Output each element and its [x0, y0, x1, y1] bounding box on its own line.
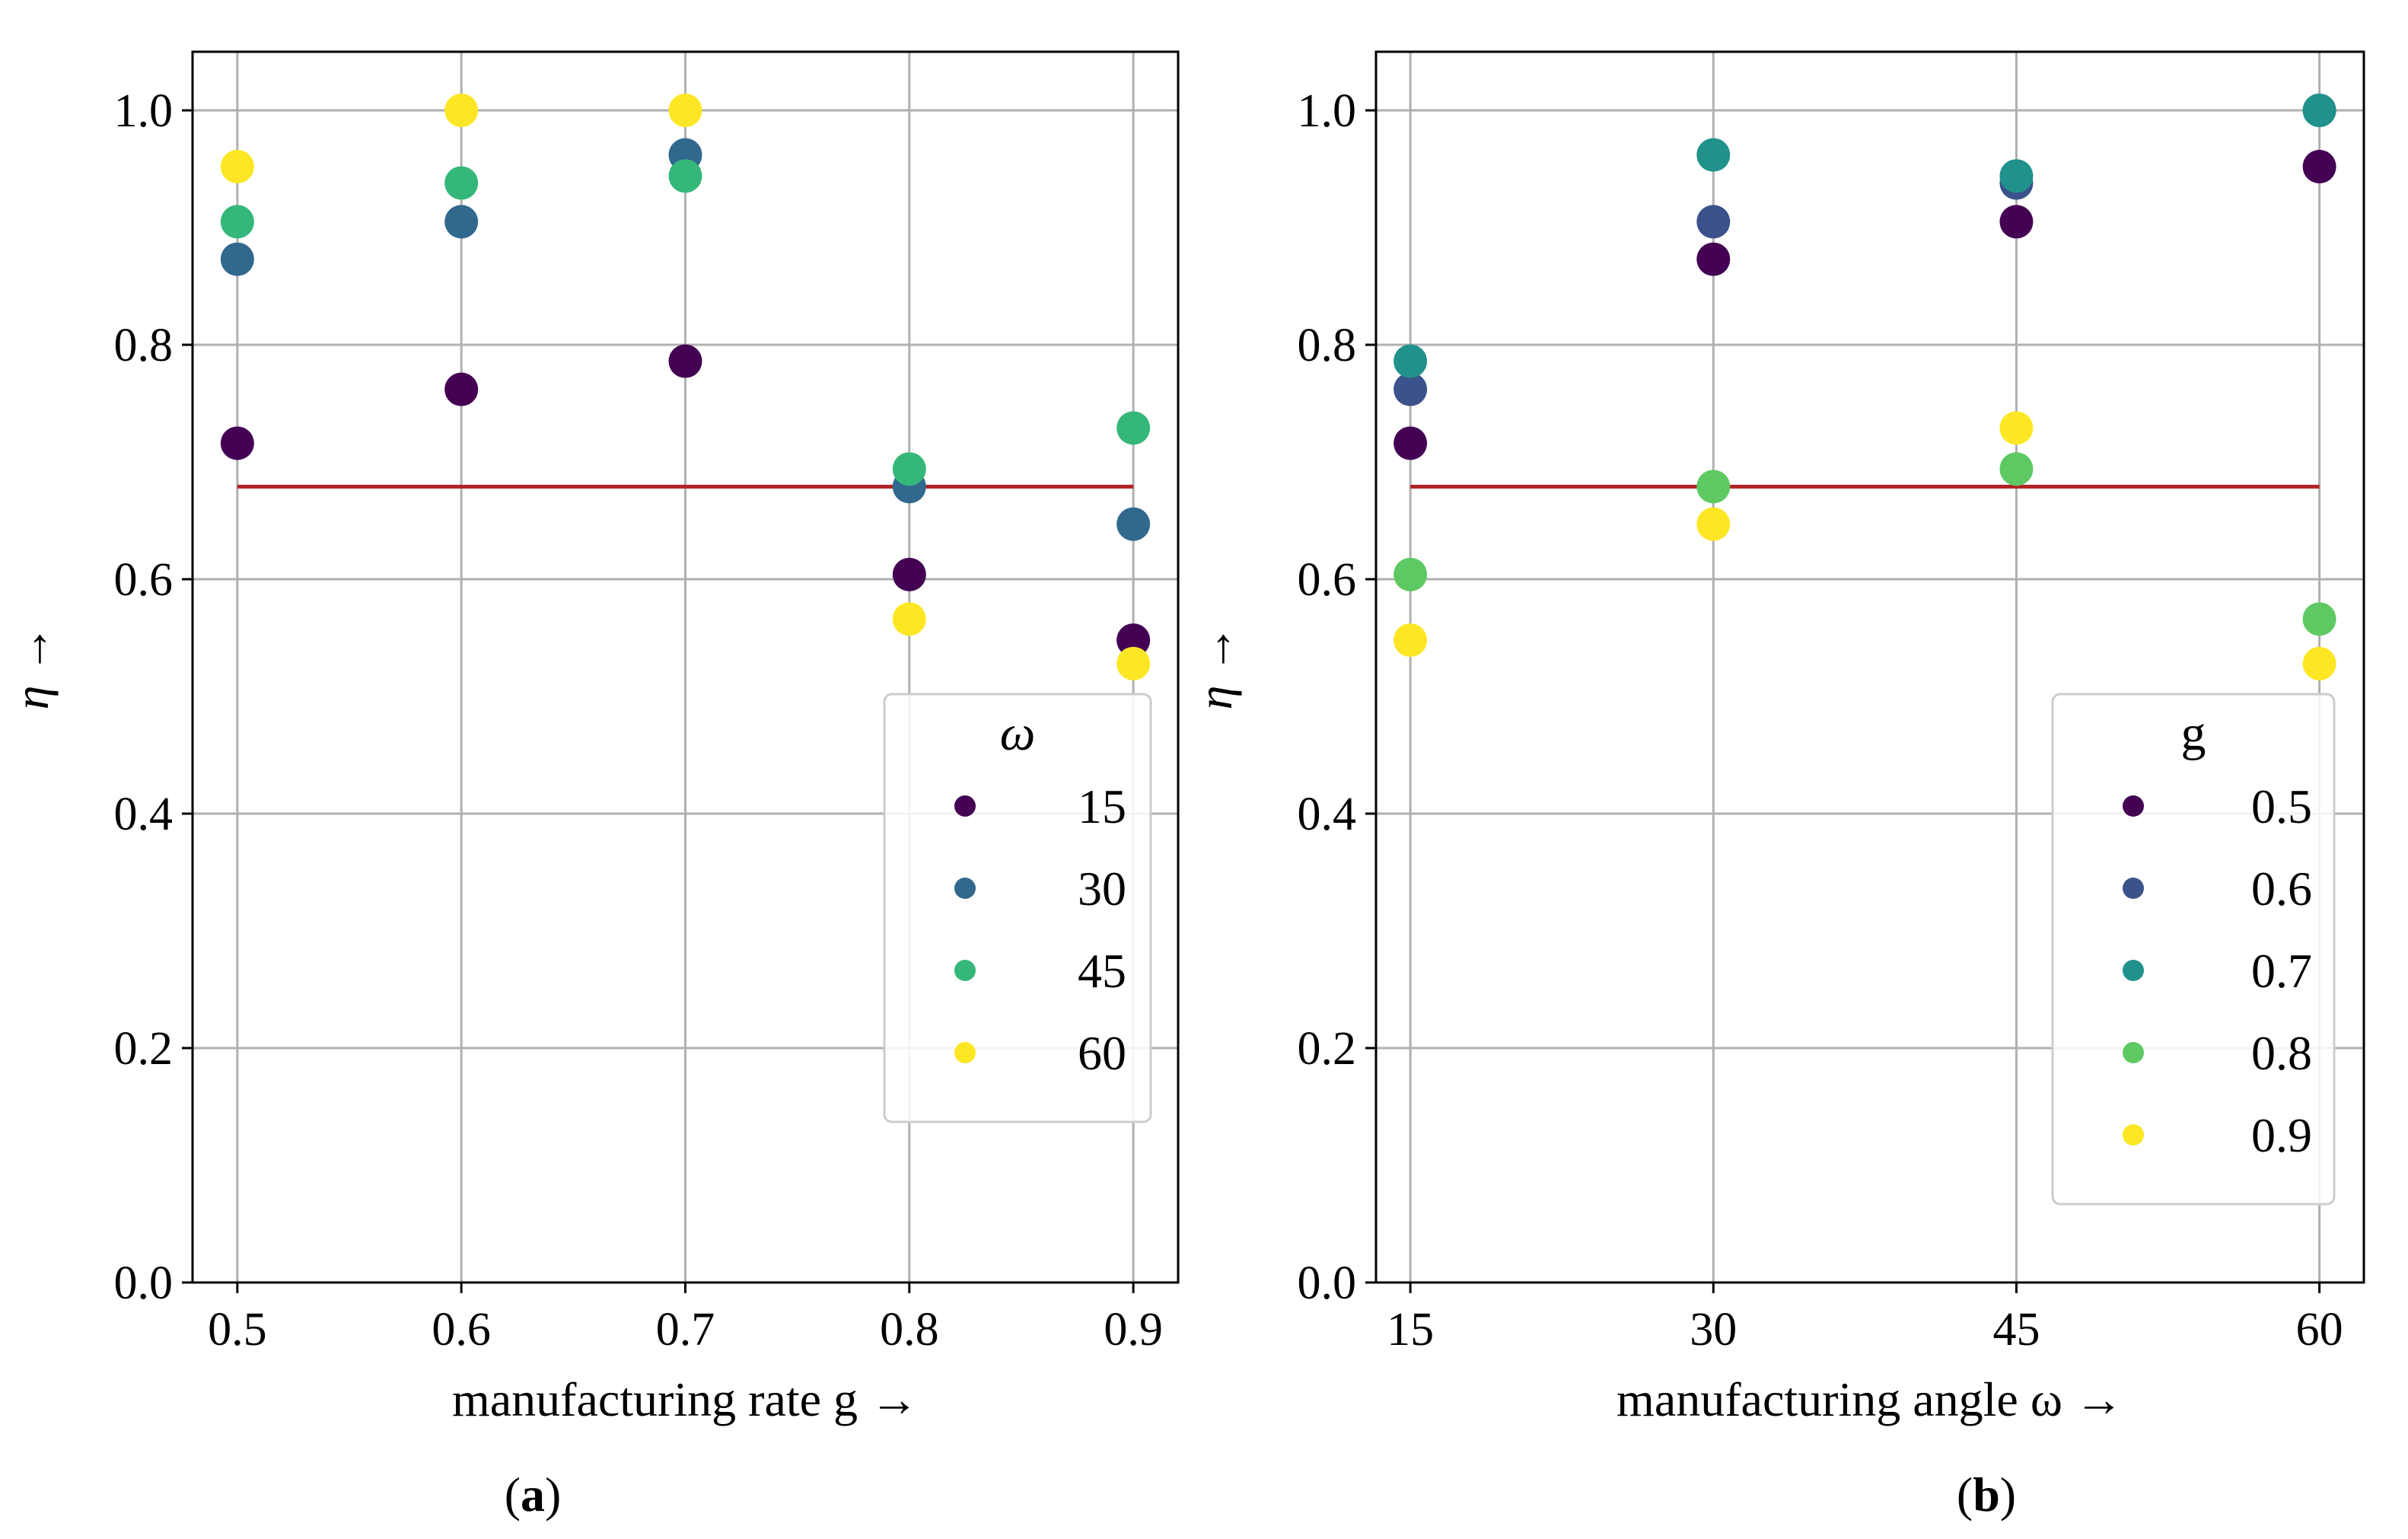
data-point: [892, 452, 926, 486]
legend-marker: [954, 960, 976, 981]
data-point: [892, 557, 926, 591]
panel-label: (b): [1957, 1467, 2016, 1521]
legend-label: 0.5: [2251, 779, 2312, 833]
legend-label: 0.9: [2251, 1108, 2312, 1162]
plot-frame: [1374, 50, 2365, 1284]
y-tick-label: 0.4: [114, 789, 174, 840]
y-axis-label: η →: [5, 625, 59, 710]
series-0.9: [1394, 411, 2336, 680]
y-tick-label: 0.2: [1298, 1023, 1357, 1075]
series-0.7: [1394, 94, 2336, 378]
data-point: [220, 149, 254, 183]
legend: ω 15 30 45 60: [883, 693, 1152, 1123]
series-15: [220, 344, 1151, 658]
data-point: [1696, 470, 1731, 504]
legend-label: 0.7: [2251, 944, 2312, 998]
y-axis-label: η →: [1188, 625, 1242, 710]
data-point: [444, 166, 479, 200]
legend-box: [883, 693, 1152, 1123]
legend-marker: [954, 878, 976, 899]
data-point: [1394, 623, 1428, 658]
legend-label: 15: [1078, 779, 1126, 833]
legend-box: [2051, 693, 2336, 1206]
data-point: [668, 159, 702, 193]
legend-label: 30: [1078, 862, 1126, 916]
data-point: [220, 205, 254, 239]
data-point: [1116, 411, 1151, 445]
data-point: [220, 426, 254, 460]
panel-label: (a): [505, 1467, 562, 1521]
y-tick-label: 0.4: [1298, 789, 1357, 840]
series-60: [220, 94, 1151, 680]
series-45: [220, 159, 1151, 486]
legend-label: 45: [1078, 944, 1126, 998]
data-point: [1696, 138, 1731, 172]
data-point: [2302, 94, 2336, 127]
data-point: [1999, 452, 2034, 486]
x-tick-label: 30: [1690, 1304, 1737, 1356]
x-tick-label: 0.6: [432, 1304, 491, 1356]
x-axis-label: manufacturing rate g →: [452, 1372, 919, 1426]
legend-marker: [954, 795, 976, 817]
y-tick-label: 0.8: [1298, 320, 1357, 371]
data-point: [1394, 557, 1428, 591]
y-tick-label: 1.0: [1298, 85, 1357, 137]
data-point: [1999, 159, 2034, 193]
data-point: [1999, 411, 2034, 445]
data-point: [1116, 623, 1151, 658]
data-point: [444, 94, 479, 127]
y-tick-label: 0.6: [1298, 554, 1357, 606]
panel-a: 0.5 0.6 0.7 0.8 0.9 0.0 0.2 0.4 0.6 0.8 1.0 manufac…: [5, 50, 1180, 1521]
legend-marker: [2123, 878, 2144, 899]
data-point: [1394, 426, 1428, 460]
data-point: [1394, 372, 1428, 406]
data-point: [1999, 205, 2034, 239]
data-point: [2302, 646, 2336, 680]
legend: g 0.5 0.6 0.7 0.8 0.9: [2051, 693, 2336, 1206]
legend-marker: [954, 1042, 976, 1063]
legend-title: g: [2181, 706, 2206, 761]
legend-marker: [2123, 1042, 2144, 1063]
data-point: [2302, 602, 2336, 636]
legend-marker: [2123, 1124, 2144, 1145]
data-point: [444, 205, 479, 239]
y-tick-label: 0.0: [114, 1257, 174, 1309]
data-point: [668, 344, 702, 378]
data-point: [1394, 344, 1428, 378]
data-point: [2302, 149, 2336, 183]
legend-marker: [2123, 960, 2144, 981]
data-point: [1116, 646, 1151, 680]
y-tick-label: 0.2: [114, 1023, 174, 1075]
y-tick-label: 0.0: [1298, 1257, 1357, 1309]
data-point: [220, 242, 254, 276]
data-point: [1696, 205, 1731, 239]
panel-b: 15 30 45 60 0.0 0.2 0.4 0.6 0.8 1.0 manufacturing …: [1188, 50, 2365, 1521]
series-0.6: [1394, 94, 2336, 406]
x-tick-label: 0.5: [208, 1304, 267, 1356]
data-point: [1116, 507, 1151, 541]
y-tick-label: 0.6: [114, 554, 174, 606]
x-tick-label: 45: [1992, 1304, 2040, 1356]
y-tick-label: 1.0: [114, 85, 174, 137]
x-tick-label: 0.7: [656, 1304, 715, 1356]
x-tick-label: 60: [2296, 1304, 2343, 1356]
legend-label: 60: [1078, 1026, 1126, 1080]
series-0.8: [1394, 452, 2336, 636]
data-point: [1696, 507, 1731, 541]
y-tick-label: 0.8: [114, 320, 174, 371]
data-point: [668, 94, 702, 127]
legend-marker: [2123, 795, 2144, 817]
series-0.5: [1394, 149, 2336, 460]
data-point: [892, 602, 926, 636]
x-axis-label: manufacturing angle ω →: [1616, 1372, 2123, 1426]
legend-title: ω: [1000, 706, 1036, 761]
data-point: [444, 372, 479, 406]
x-tick-label: 15: [1387, 1304, 1434, 1356]
x-tick-label: 0.9: [1104, 1304, 1163, 1356]
legend-label: 0.8: [2251, 1026, 2312, 1080]
x-tick-label: 0.8: [880, 1304, 939, 1356]
legend-label: 0.6: [2251, 862, 2312, 916]
data-point: [1696, 242, 1731, 276]
